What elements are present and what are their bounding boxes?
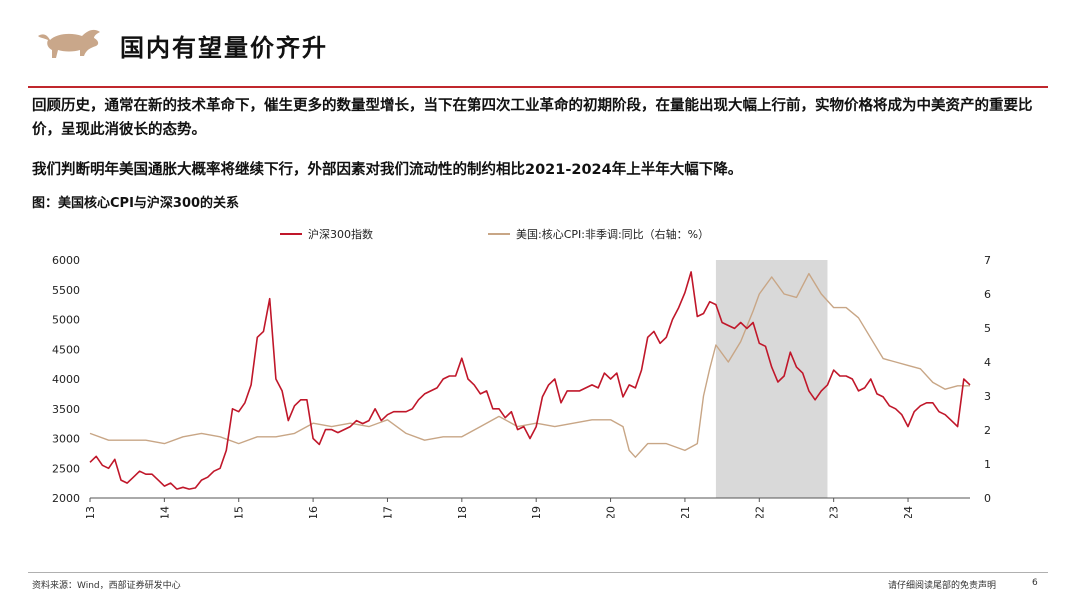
body-paragraph-1: 回顾历史，通常在新的技术革命下，催生更多的数量型增长，当下在第四次工业革命的初期…: [32, 98, 1033, 138]
page-number: 6: [1032, 578, 1038, 588]
left-tick-label: 4500: [52, 343, 80, 356]
disclaimer-note: 请仔细阅读尾部的免责声明: [888, 581, 997, 591]
right-tick-label: 5: [984, 322, 991, 335]
legend-label: 美国:核心CPI:非季调:同比（右轴：%）: [516, 227, 709, 241]
x-tick-label: 2013: [84, 506, 97, 518]
title-divider: [28, 86, 1048, 88]
left-tick-label: 4000: [52, 373, 80, 386]
x-tick-label: 2024: [902, 506, 915, 518]
x-tick-label: 2014: [158, 506, 171, 518]
left-tick-label: 2500: [52, 462, 80, 475]
page-title: 国内有望量价齐升: [120, 34, 328, 62]
body-paragraph-2: 我们判断明年美国通胀大概率将继续下行，外部因素对我们流动性的制约相比2021-2…: [32, 162, 743, 178]
x-tick-label: 2019: [530, 506, 543, 518]
chart-legend: 沪深300指数 美国:核心CPI:非季调:同比（右轴：%）: [280, 227, 709, 241]
left-tick-label: 3500: [52, 403, 80, 416]
x-tick-label: 2017: [381, 506, 394, 518]
left-tick-label: 2000: [52, 492, 80, 505]
right-tick-label: 3: [984, 390, 991, 403]
cpi-hs300-chart: 沪深300指数 美国:核心CPI:非季调:同比（右轴：%） 20002500300…: [52, 227, 991, 518]
left-tick-label: 6000: [52, 254, 80, 267]
x-tick-label: 2023: [828, 506, 841, 518]
legend-label: 沪深300指数: [308, 227, 373, 241]
x-tick-label: 2018: [456, 506, 469, 518]
right-tick-label: 4: [984, 356, 991, 369]
right-tick-label: 6: [984, 288, 991, 301]
source-note: 资料来源：Wind，西部证券研发中心: [32, 581, 181, 591]
right-tick-label: 1: [984, 458, 991, 471]
x-tick-label: 2020: [605, 506, 618, 518]
hs300-series-line: [89, 271, 971, 490]
bull-logo-icon: [38, 29, 100, 58]
shaded-region: [715, 260, 828, 498]
right-tick-label: 0: [984, 492, 991, 505]
left-tick-label: 5500: [52, 284, 80, 297]
right-axis-ticks: 0 1 2 3 4 5 6 7: [984, 254, 991, 505]
left-tick-label: 3000: [52, 433, 80, 446]
footer-divider: [28, 572, 1048, 573]
left-tick-label: 5000: [52, 314, 80, 327]
right-tick-label: 7: [984, 254, 991, 267]
chart-series: [89, 271, 971, 490]
right-tick-label: 2: [984, 424, 991, 437]
x-tick-label: 2021: [679, 506, 692, 518]
x-axis-ticks: 2013 2014 2015 2016 2017 2018 2019 2020 2021 2022…: [84, 498, 915, 518]
core-cpi-series-line: [89, 272, 970, 458]
x-tick-label: 2022: [753, 506, 766, 518]
left-axis-ticks: 2000 2500 3000 3500 4000 4500 5000 5500 6000: [52, 254, 80, 505]
x-tick-label: 2016: [307, 506, 320, 518]
x-tick-label: 2015: [233, 506, 246, 518]
figure-title: 图：美国核心CPI与沪深300的关系: [32, 196, 240, 211]
